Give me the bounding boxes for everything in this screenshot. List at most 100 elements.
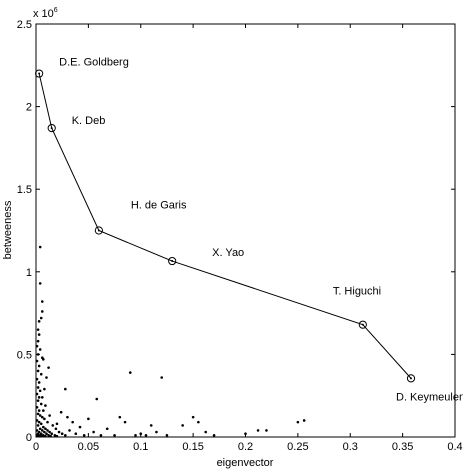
data-point — [64, 387, 67, 391]
data-point — [36, 353, 40, 356]
data-point — [48, 430, 51, 434]
data-point — [57, 430, 61, 434]
data-point — [265, 429, 268, 432]
data-point — [160, 376, 163, 379]
data-point — [68, 429, 71, 432]
data-point — [64, 434, 67, 437]
data-point — [92, 430, 95, 434]
data-point — [155, 430, 158, 434]
y-multiplier-label: x 106 — [33, 7, 58, 20]
y-tick-label: 2 — [26, 102, 32, 114]
x-tick-label: 0.25 — [287, 441, 308, 453]
y-tick-label: 1.5 — [17, 184, 32, 196]
data-point — [50, 432, 54, 435]
data-point — [46, 420, 49, 424]
data-point — [35, 359, 39, 363]
point-label: X. Yao — [212, 247, 244, 259]
data-point — [128, 371, 132, 374]
data-point — [45, 432, 48, 435]
y-tick-label: 0 — [26, 432, 32, 444]
data-point — [38, 245, 42, 249]
y-axis-label: betweeness — [2, 200, 14, 259]
data-point — [43, 430, 46, 434]
data-point — [38, 389, 42, 393]
data-points — [35, 245, 306, 438]
x-tick-label: 0.05 — [78, 441, 99, 453]
data-point — [82, 434, 86, 437]
data-point — [38, 427, 42, 431]
highlighted-point-ring — [94, 226, 103, 235]
data-point — [49, 434, 52, 438]
data-point — [36, 339, 40, 343]
x-tick-label: 0.4 — [447, 441, 462, 453]
highlighted-point — [50, 127, 53, 130]
data-point — [35, 419, 39, 422]
data-point — [43, 387, 46, 391]
highlighted-point — [97, 229, 100, 232]
data-point — [39, 402, 43, 406]
data-point — [191, 415, 195, 419]
point-labels: D.E. Goldberg K. Deb H. de Garis X. Yao T. H… — [59, 57, 463, 404]
highlighted-point-ring — [358, 320, 367, 329]
point-label: T. Higuchi — [333, 286, 381, 298]
data-point — [44, 404, 47, 407]
data-point — [87, 417, 90, 421]
x-axis-ticks: 0 0.05 0.1 0.15 0.2 0.25 0.3 0.35 0.4 — [33, 24, 463, 453]
data-point — [35, 429, 39, 432]
data-point — [42, 358, 45, 361]
data-point — [38, 434, 42, 437]
data-point — [95, 397, 99, 401]
data-point — [54, 427, 58, 431]
data-point — [40, 310, 44, 313]
y-tick-label: 2.5 — [17, 19, 32, 31]
data-point — [212, 434, 216, 437]
x-tick-label: 0 — [33, 441, 39, 453]
data-point — [59, 410, 63, 414]
data-point — [60, 432, 64, 435]
data-point — [39, 316, 43, 320]
path-line — [38, 73, 412, 379]
x-axis-label: eigenvector — [217, 457, 274, 469]
data-point — [38, 414, 42, 417]
x-tick-label: 0.2 — [238, 441, 253, 453]
data-point — [78, 425, 82, 429]
data-point — [46, 429, 49, 432]
highlighted-path — [35, 69, 416, 383]
highlighted-point — [171, 260, 174, 263]
data-point — [38, 282, 42, 285]
data-point — [40, 300, 44, 303]
y-axis-ticks: 0 0.5 1 1.5 2 2.5 — [17, 19, 455, 444]
data-point — [39, 422, 43, 426]
data-point — [36, 369, 40, 373]
data-point — [36, 412, 40, 416]
data-point — [40, 415, 44, 419]
data-point — [42, 409, 45, 412]
point-label: H. de Garis — [131, 200, 187, 212]
data-point — [40, 396, 44, 399]
highlighted-point — [38, 72, 41, 75]
data-point — [44, 434, 47, 438]
y-tick-label: 0.5 — [17, 349, 32, 361]
highlighted-point — [410, 377, 413, 380]
data-point — [296, 420, 300, 424]
data-point — [113, 434, 116, 437]
data-point — [165, 434, 169, 437]
data-point — [47, 366, 50, 369]
point-label: D.E. Goldberg — [59, 57, 129, 69]
data-point — [37, 333, 41, 336]
data-point — [244, 432, 247, 435]
highlighted-point-ring — [47, 123, 56, 133]
data-point — [123, 420, 127, 424]
data-point — [55, 434, 59, 438]
x-tick-label: 0.15 — [182, 441, 203, 453]
data-point — [42, 425, 45, 429]
data-point — [181, 424, 184, 427]
data-point — [66, 415, 69, 419]
data-point — [37, 420, 41, 424]
data-point — [302, 419, 306, 422]
data-point — [37, 409, 41, 412]
data-point — [71, 420, 74, 424]
data-point — [37, 396, 41, 399]
data-point — [36, 434, 40, 438]
